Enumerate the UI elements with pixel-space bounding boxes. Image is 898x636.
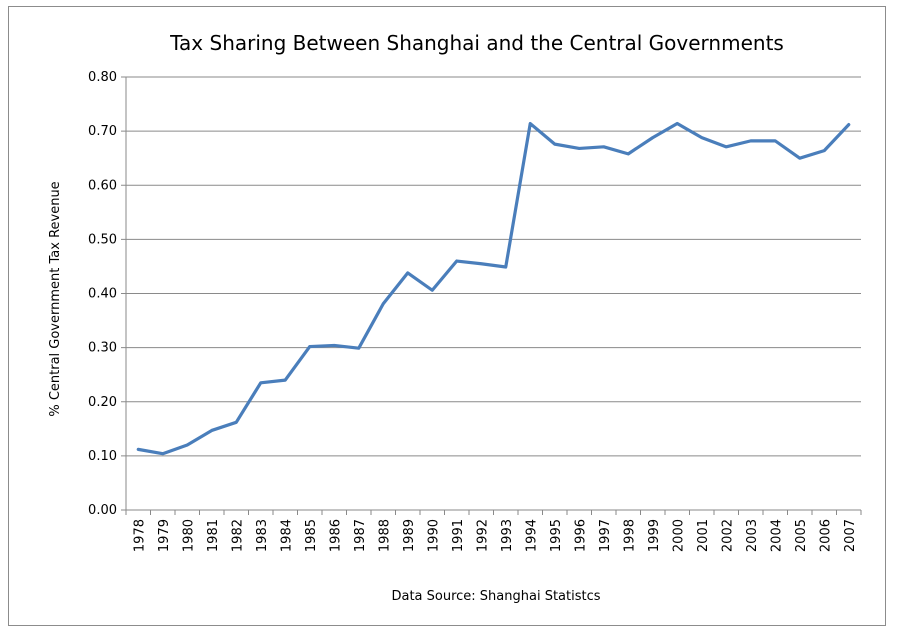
x-tick-label: 1990 (426, 519, 441, 552)
data-point (602, 145, 605, 149)
y-tick-label: 0.00 (88, 503, 117, 518)
x-tick-label: 1996 (573, 519, 588, 552)
x-tick-labels: 1978 1979 1980 1981 1982 1983 1984 1985 1986 1987… (132, 519, 858, 552)
x-tick-label: 1994 (524, 519, 539, 552)
x-tick-label: 1981 (206, 519, 221, 552)
x-tick-label: 1987 (353, 519, 368, 552)
x-tick-label: 1989 (402, 519, 417, 552)
data-point (700, 136, 703, 139)
data-point (676, 122, 679, 125)
data-point (504, 265, 507, 269)
x-tick-label: 1991 (451, 519, 466, 552)
axes (125, 77, 862, 515)
y-tick-labels: 0.00 0.10 0.20 0.30 0.40 0.50 0.60 0.70 0.80 (88, 70, 117, 518)
data-point (161, 452, 164, 455)
y-tick-label: 0.10 (88, 449, 117, 464)
y-axis-label: % Central Government Tax Revenue (48, 181, 63, 416)
y-tick-label: 0.70 (88, 124, 117, 139)
data-point (578, 147, 581, 150)
x-tick-label: 1978 (132, 519, 147, 552)
x-tick-label: 1983 (255, 519, 270, 552)
data-point (529, 122, 532, 125)
x-tick-label: 2005 (794, 519, 809, 552)
data-point (357, 346, 360, 350)
x-axis-label: Data Source: Shanghai Statistcs (391, 589, 600, 604)
data-point (406, 271, 409, 275)
data-point (284, 378, 287, 382)
x-tick-label: 1985 (304, 519, 319, 552)
x-tick-label: 2007 (843, 519, 858, 552)
x-tick-label: 2006 (818, 519, 833, 552)
x-tick-label: 1986 (328, 519, 343, 552)
data-point (651, 136, 654, 139)
data-point (186, 443, 189, 447)
x-tick-label: 1993 (500, 519, 515, 552)
data-point (725, 145, 728, 149)
data-point (235, 421, 238, 424)
x-tick-label: 2002 (720, 519, 735, 552)
x-tick-label: 1998 (622, 519, 637, 552)
data-point (798, 156, 801, 160)
x-tick-label: 2003 (745, 519, 760, 552)
series-line (136, 121, 851, 456)
data-point (480, 262, 483, 265)
data-point (455, 259, 458, 263)
y-tick-label: 0.20 (88, 395, 117, 410)
x-tick-label: 1988 (377, 519, 392, 552)
x-tick-label: 2001 (696, 519, 711, 552)
data-point (333, 344, 336, 347)
data-point (847, 123, 850, 126)
x-tick-label: 1992 (475, 519, 490, 552)
x-tick-label: 1979 (157, 519, 172, 552)
x-tick-label: 1980 (181, 519, 196, 552)
y-tick-label: 0.60 (88, 178, 117, 193)
data-point (308, 345, 311, 348)
chart-title: Tax Sharing Between Shanghai and the Cen… (169, 31, 784, 55)
y-tick-label: 0.50 (88, 232, 117, 247)
chart-frame: Tax Sharing Between Shanghai and the Cen… (8, 6, 886, 626)
y-tick-label: 0.80 (88, 70, 117, 85)
data-point (749, 139, 752, 143)
x-tick-label: 1997 (598, 519, 613, 552)
x-tick-label: 1984 (279, 519, 294, 552)
data-point (210, 429, 213, 432)
x-tick-label: 1995 (549, 519, 564, 552)
data-point (431, 289, 434, 292)
data-point (823, 149, 826, 152)
x-tick-label: 2004 (769, 519, 784, 552)
series-group (136, 121, 851, 456)
data-point (382, 302, 385, 305)
x-tick-label: 1982 (230, 519, 245, 552)
x-tick-label: 2000 (671, 519, 686, 552)
data-point (137, 448, 140, 451)
y-tick-label: 0.40 (88, 287, 117, 302)
data-point (627, 152, 630, 156)
line-chart: Tax Sharing Between Shanghai and the Cen… (48, 31, 862, 604)
data-point (259, 381, 262, 385)
x-tick-label: 1999 (647, 519, 662, 552)
data-point (774, 139, 777, 143)
y-tick-label: 0.30 (88, 341, 117, 356)
data-point (553, 142, 556, 146)
